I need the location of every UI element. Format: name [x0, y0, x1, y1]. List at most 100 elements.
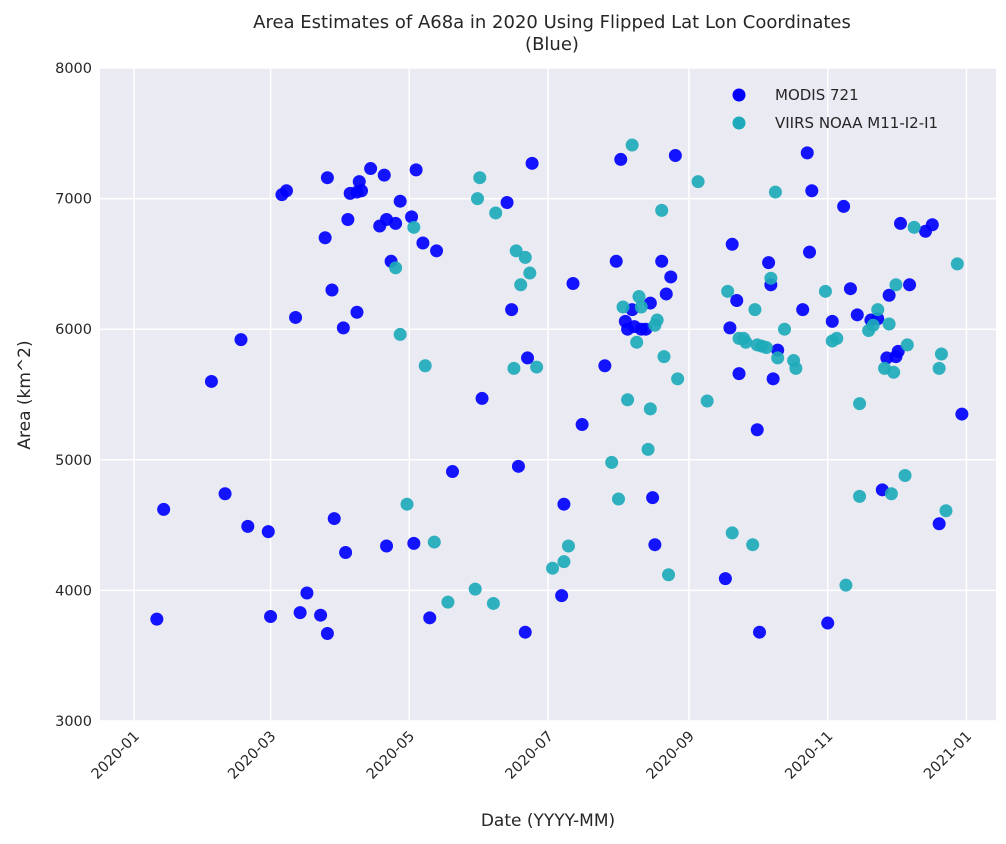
data-point [641, 442, 655, 456]
x-tick-label: 2021-01 [921, 729, 975, 783]
legend-marker-viirs [732, 116, 746, 130]
data-point [805, 184, 819, 198]
data-point [718, 572, 732, 586]
data-point [764, 271, 778, 285]
data-point [887, 365, 901, 379]
x-tick-label: 2020-01 [89, 729, 143, 783]
data-point [471, 192, 485, 206]
data-point [932, 361, 946, 375]
data-point [609, 254, 623, 268]
data-point [723, 321, 737, 335]
data-point [939, 504, 953, 518]
data-point [364, 162, 378, 176]
data-point [327, 512, 341, 526]
data-point [932, 517, 946, 531]
data-point [407, 220, 421, 234]
data-point [234, 333, 248, 347]
data-point [218, 487, 232, 501]
data-point [655, 254, 669, 268]
data-point [616, 300, 630, 314]
data-point [837, 199, 851, 213]
data-point [664, 270, 678, 284]
data-point [204, 374, 218, 388]
data-point [500, 196, 514, 210]
y-tick-label: 4000 [55, 583, 92, 599]
data-point [407, 536, 421, 550]
x-axis-ticks: 2020-01 2020-03 2020-05 2020-07 2020-09 2020-… [89, 729, 975, 783]
data-point [725, 526, 739, 540]
data-point [671, 372, 685, 386]
data-point [657, 350, 671, 364]
data-point [746, 538, 760, 552]
data-point [430, 244, 444, 258]
data-point [771, 351, 785, 365]
y-axis-label: Area (km^2) [15, 340, 35, 449]
data-point [523, 266, 537, 280]
data-point [241, 519, 255, 533]
data-point [521, 351, 535, 365]
data-point [768, 185, 782, 199]
data-point [955, 407, 969, 421]
x-axis-label: Date (YYYY-MM) [481, 811, 615, 831]
data-point [891, 344, 905, 358]
x-tick-label: 2020-11 [782, 729, 836, 783]
data-point [614, 152, 628, 166]
data-point [611, 492, 625, 506]
data-point [889, 278, 903, 292]
data-point [557, 555, 571, 569]
data-point [475, 391, 489, 405]
data-point [320, 626, 334, 640]
data-point [157, 502, 171, 516]
data-point [336, 321, 350, 335]
x-tick-label: 2020-09 [644, 729, 698, 783]
data-point [748, 303, 762, 317]
data-point [511, 459, 525, 473]
data-point [662, 568, 676, 582]
data-point [289, 310, 303, 324]
data-point [907, 220, 921, 234]
series-0 [150, 146, 969, 640]
data-point [489, 206, 503, 220]
data-point [293, 606, 307, 620]
data-point [279, 184, 293, 198]
data-point [691, 175, 705, 189]
data-point [377, 168, 391, 182]
data-point [739, 335, 753, 349]
data-point [575, 418, 589, 432]
data-point [882, 288, 896, 302]
data-points [150, 138, 969, 640]
data-point [389, 216, 403, 230]
data-point [830, 331, 844, 345]
data-point [643, 402, 657, 416]
data-point [843, 282, 857, 296]
data-point [561, 539, 575, 553]
data-point [934, 347, 948, 361]
data-point [893, 216, 907, 230]
data-point [796, 303, 810, 317]
data-point [839, 578, 853, 592]
data-point [557, 497, 571, 511]
data-point [339, 546, 353, 560]
legend-label-viirs: VIIRS NOAA M11-I2-I1 [775, 114, 938, 132]
grid-lines [100, 67, 996, 722]
data-point [514, 278, 528, 292]
data-point [505, 303, 519, 317]
data-point [882, 317, 896, 331]
data-point [393, 327, 407, 341]
data-point [300, 586, 314, 600]
data-point [778, 322, 792, 336]
chart-title: Area Estimates of A68a in 2020 Using Fli… [253, 12, 851, 33]
data-point [555, 589, 569, 603]
y-tick-label: 5000 [55, 453, 92, 469]
data-point [803, 245, 817, 259]
data-point [759, 340, 773, 354]
data-point [925, 218, 939, 232]
data-point [400, 497, 414, 511]
data-point [732, 367, 746, 381]
data-point [725, 237, 739, 251]
data-point [789, 361, 803, 375]
y-tick-label: 8000 [55, 61, 92, 77]
data-point [261, 525, 275, 539]
